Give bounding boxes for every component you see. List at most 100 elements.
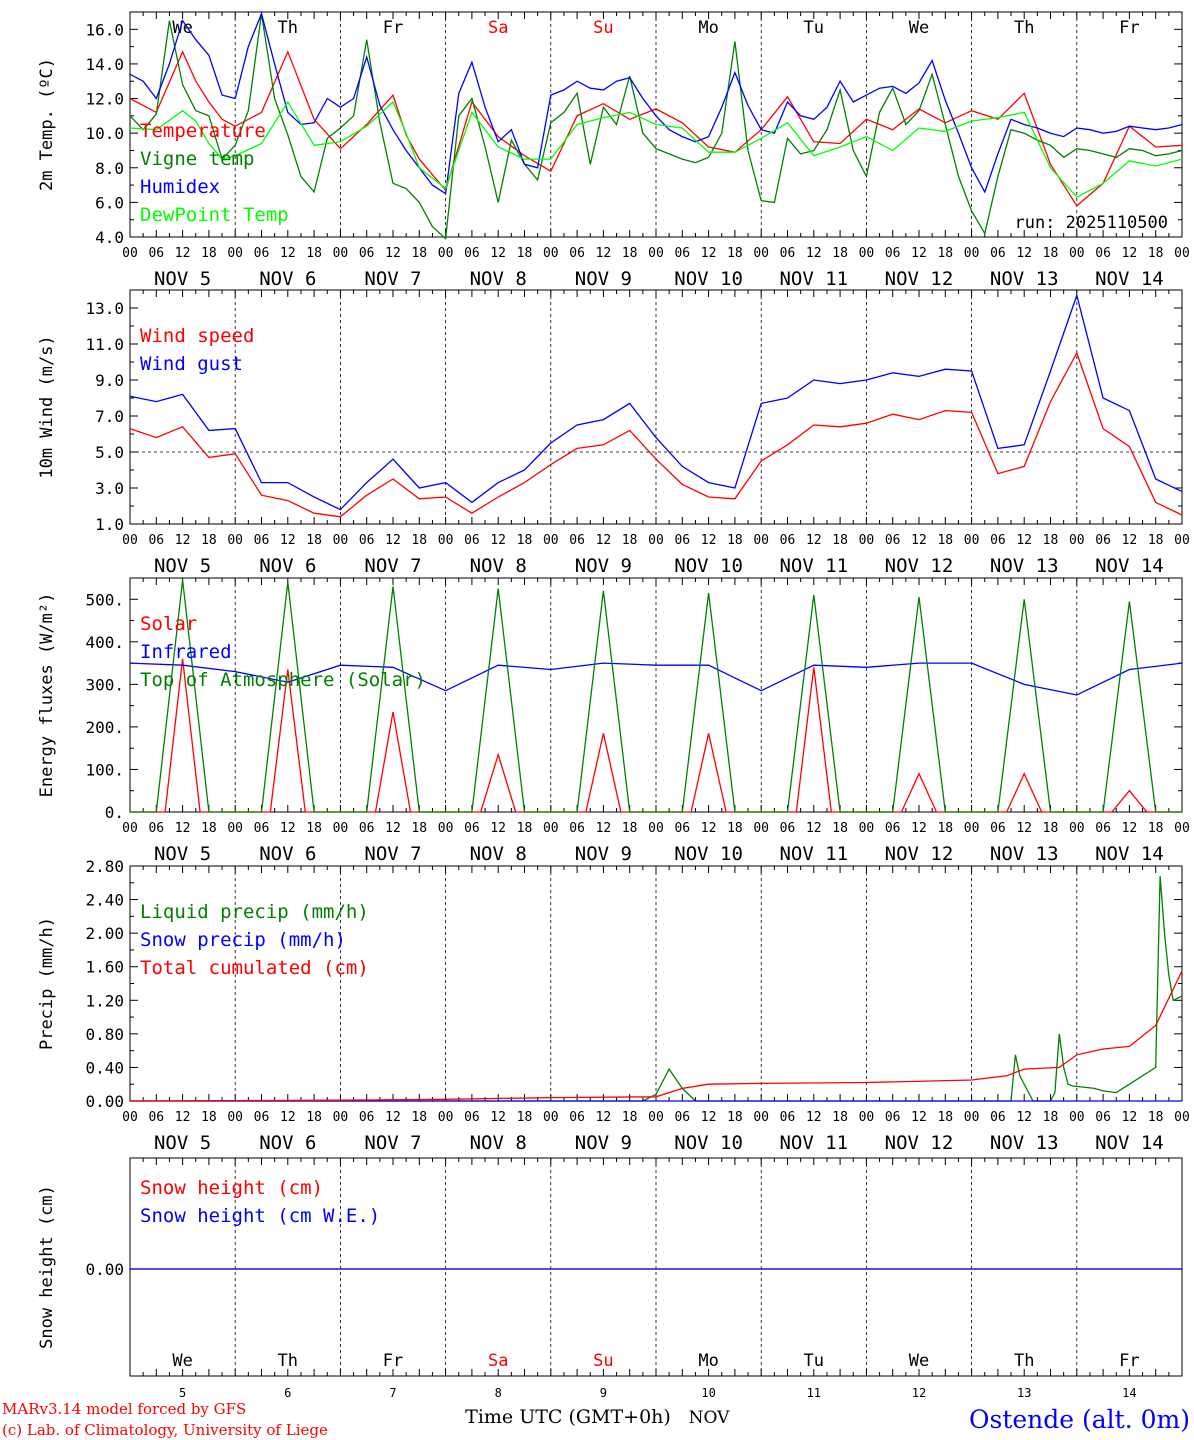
hour-tick-label: 18	[1148, 533, 1164, 548]
day-number: 12	[912, 1386, 926, 1400]
legend-entry: Wind speed	[140, 325, 254, 347]
hour-tick-label: 00	[859, 533, 875, 548]
hour-tick-label: 18	[517, 821, 533, 836]
hour-tick-label: 06	[464, 821, 480, 836]
hour-tick-label: 12	[806, 1110, 822, 1125]
hour-tick-label: 06	[674, 246, 690, 261]
hour-tick-label: 00	[648, 821, 664, 836]
legend-entry: Total cumulated (cm)	[140, 957, 369, 979]
date-label: NOV 5	[154, 268, 211, 290]
hour-tick-label: 06	[569, 821, 585, 836]
hour-tick-label: 06	[569, 1110, 585, 1125]
day-number: 6	[284, 1386, 291, 1400]
hour-tick-label: 18	[832, 1110, 848, 1125]
y-tick-label: 300.	[85, 675, 124, 694]
y-tick-label: 13.0	[85, 299, 124, 318]
hour-tick-label: 18	[306, 533, 322, 548]
y-tick-label: 400.	[85, 633, 124, 652]
y-tick-label: 0.80	[85, 1025, 124, 1044]
y-tick-label: 1.20	[85, 991, 124, 1010]
hour-tick-label: 00	[122, 821, 138, 836]
series-line	[129, 100, 1183, 199]
hour-tick-label: 12	[596, 533, 612, 548]
weekday-label: Su	[593, 1351, 613, 1371]
hour-tick-label: 00	[1069, 821, 1085, 836]
hour-tick-label: 12	[911, 821, 927, 836]
hour-tick-label: 12	[175, 1110, 191, 1125]
date-label: NOV 5	[154, 843, 211, 865]
hour-tick-label: 18	[1043, 533, 1059, 548]
hour-tick-label: 18	[306, 246, 322, 261]
y-axis-label: 10m Wind (m/s)	[37, 335, 57, 478]
date-label: NOV 11	[779, 268, 848, 290]
series-line	[130, 580, 1182, 813]
date-label: NOV 14	[1095, 843, 1164, 865]
hour-tick-label: 12	[490, 821, 506, 836]
weekday-label: Mo	[698, 18, 718, 38]
date-label: NOV 6	[259, 555, 316, 577]
hour-tick-label: 12	[1016, 533, 1032, 548]
date-label: NOV 10	[674, 843, 743, 865]
hour-tick-label: 18	[517, 1110, 533, 1125]
hour-tick-label: 00	[333, 533, 349, 548]
hour-tick-label: 00	[964, 1110, 980, 1125]
hour-tick-label: 06	[1095, 1110, 1111, 1125]
y-tick-label: 0.	[105, 803, 124, 822]
y-tick-label: 9.0	[95, 371, 124, 390]
weekday-label: Th	[1014, 1351, 1034, 1371]
date-label: NOV 8	[470, 843, 527, 865]
hour-tick-label: 06	[148, 246, 164, 261]
hour-tick-label: 00	[333, 1110, 349, 1125]
series-line	[129, 970, 1183, 1102]
date-label: NOV 6	[259, 843, 316, 865]
hour-tick-label: 00	[438, 533, 454, 548]
weekday-label: Th	[1014, 18, 1034, 38]
date-label: NOV 8	[470, 1132, 527, 1154]
hour-tick-label: 12	[911, 246, 927, 261]
y-tick-label: 0.00	[85, 1260, 124, 1279]
date-label: NOV 8	[470, 555, 527, 577]
hour-tick-label: 06	[359, 821, 375, 836]
legend-entry: Infrared	[140, 641, 232, 663]
hour-tick-label: 06	[990, 1110, 1006, 1125]
hour-tick-label: 00	[1174, 533, 1190, 548]
hour-tick-label: 00	[438, 1110, 454, 1125]
series-line	[129, 662, 1183, 696]
series-group	[129, 11, 1183, 241]
date-label: NOV 14	[1095, 1132, 1164, 1154]
hour-tick-label: 06	[1095, 821, 1111, 836]
hour-tick-label: 00	[1069, 533, 1085, 548]
hour-tick-label: 18	[727, 821, 743, 836]
date-label: NOV 12	[885, 555, 954, 577]
hour-tick-label: 18	[832, 246, 848, 261]
x-axis-month: NOV	[689, 1408, 731, 1428]
legend-entry: Vigne temp	[140, 148, 254, 170]
hour-tick-label: 00	[964, 246, 980, 261]
y-axis-label: Precip (mm/h)	[37, 917, 57, 1050]
hour-tick-label: 00	[859, 1110, 875, 1125]
y-tick-label: 2.00	[85, 924, 124, 943]
y-tick-label: 10.0	[85, 124, 124, 143]
hour-tick-label: 00	[333, 246, 349, 261]
hour-tick-label: 06	[990, 821, 1006, 836]
date-label: NOV 7	[364, 843, 421, 865]
weekday-label: We	[909, 1351, 929, 1371]
date-label: NOV 11	[779, 843, 848, 865]
hour-tick-label: 00	[753, 821, 769, 836]
hour-tick-label: 00	[438, 821, 454, 836]
hour-tick-label: 12	[701, 533, 717, 548]
hour-tick-label: 00	[227, 533, 243, 548]
hour-tick-label: 12	[806, 246, 822, 261]
hour-tick-label: 18	[727, 533, 743, 548]
hour-tick-label: 12	[701, 1110, 717, 1125]
hour-tick-label: 06	[990, 246, 1006, 261]
hour-tick-label: 06	[780, 246, 796, 261]
hour-tick-label: 00	[648, 533, 664, 548]
hour-tick-label: 12	[385, 533, 401, 548]
date-label: NOV 12	[885, 268, 954, 290]
hour-tick-label: 12	[701, 821, 717, 836]
hour-tick-label: 06	[780, 821, 796, 836]
y-axis-label: Energy fluxes (W/m²)	[37, 593, 57, 798]
hour-tick-label: 06	[885, 246, 901, 261]
